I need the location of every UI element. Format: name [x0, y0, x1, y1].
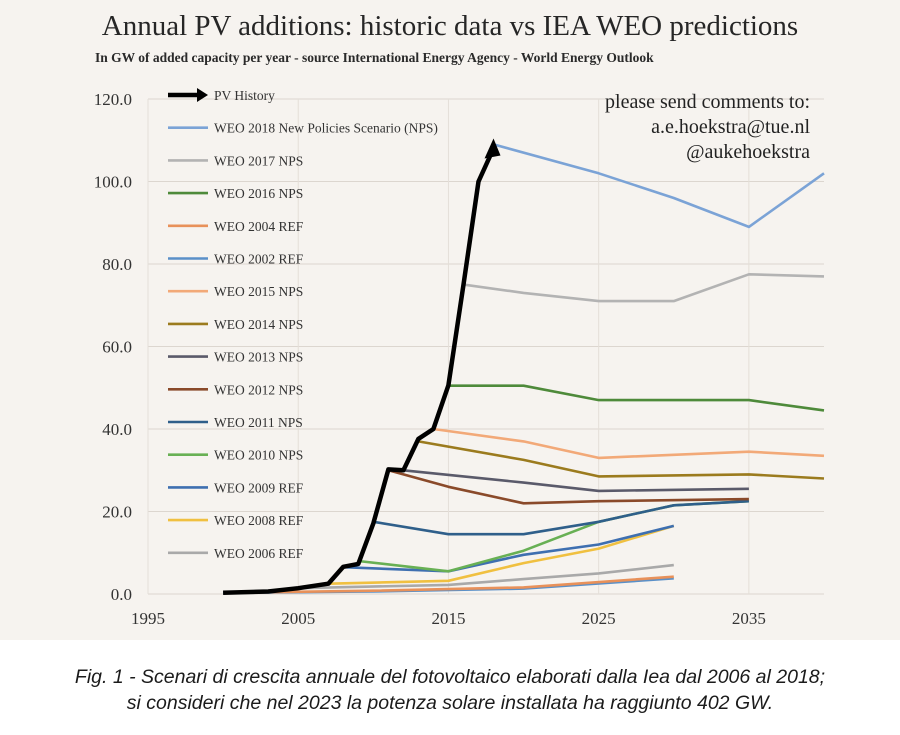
legend-arrow-icon	[197, 88, 208, 102]
x-tick-label: 2035	[732, 609, 766, 628]
series-line-weo-2014-nps	[418, 440, 825, 480]
y-axis-ticks: 0.0 20.0 40.0 60.0 80.0 100.0 120.0	[94, 90, 132, 604]
x-tick-label: 1995	[131, 609, 165, 628]
caption-line-2: si consideri che nel 2023 la potenza sol…	[126, 692, 774, 714]
series-line-weo-2017-nps	[463, 272, 825, 303]
y-tick-label: 80.0	[102, 255, 132, 274]
legend-label: WEO 2002 REF	[214, 252, 304, 267]
chart-title: Annual PV additions: historic data vs IE…	[101, 10, 799, 42]
series-line-weo-2004-ref	[253, 575, 674, 594]
chart-frame: Annual PV additions: historic data vs IE…	[0, 0, 900, 640]
series-line-weo-2008-ref	[328, 524, 675, 585]
y-tick-label: 20.0	[102, 503, 132, 522]
series-line-weo-2012-nps	[388, 469, 749, 505]
contact-note: please send comments to: a.e.hoekstra@tu…	[490, 90, 810, 165]
legend-label: WEO 2015 NPS	[214, 284, 303, 299]
legend-label: WEO 2018 New Policies Scenario (NPS)	[214, 121, 438, 136]
x-tick-label: 2005	[281, 609, 315, 628]
contact-handle: @aukehoekstra	[686, 141, 810, 163]
series-line-weo-2018-new-policies-scenario-nps	[493, 143, 825, 229]
history-arrowhead	[484, 138, 501, 159]
series-line-weo-2011-nps	[373, 499, 749, 536]
legend-label: WEO 2017 NPS	[214, 153, 303, 168]
x-tick-label: 2015	[431, 609, 465, 628]
series-line-weo-2013-nps	[403, 469, 749, 493]
history-series	[223, 138, 501, 596]
caption-line-1: Fig. 1 - Scenari di crescita annuale del…	[74, 666, 826, 688]
y-tick-label: 120.0	[94, 90, 132, 109]
series-line-weo-2006-ref	[298, 563, 674, 590]
legend-label: WEO 2008 REF	[214, 513, 304, 528]
legend-label: WEO 2006 REF	[214, 546, 304, 561]
series-line-weo-2016-nps	[448, 384, 825, 412]
legend-label: WEO 2011 NPS	[214, 415, 303, 430]
forecast-series	[223, 143, 825, 595]
legend-label: WEO 2009 REF	[214, 480, 304, 495]
x-tick-label: 2025	[582, 609, 616, 628]
series-line-weo-2015-nps	[433, 427, 825, 460]
legend-label: WEO 2012 NPS	[214, 382, 303, 397]
contact-email: a.e.hoekstra@tue.nl	[651, 116, 810, 138]
line-chart: 0.0 20.0 40.0 60.0 80.0 100.0 120.0 1995 2005 20…	[94, 88, 825, 628]
figure-caption: Fig. 1 - Scenari di crescita annuale del…	[0, 664, 900, 716]
y-tick-label: 0.0	[111, 585, 132, 604]
legend-label: WEO 2016 NPS	[214, 186, 303, 201]
series-line-pv-history	[223, 147, 496, 596]
x-axis-ticks: 1995 2005 2015 2025 2035	[131, 609, 766, 628]
gridlines	[147, 98, 824, 595]
legend-label: WEO 2010 NPS	[214, 448, 303, 463]
series-line-weo-2009-ref	[343, 524, 675, 573]
legend-label: WEO 2004 REF	[214, 219, 304, 234]
legend: PV History WEO 2018 New Policies Scenario…	[168, 88, 438, 561]
chart-subtitle: In GW of added capacity per year - sourc…	[95, 50, 654, 65]
legend-label: PV History	[214, 88, 275, 103]
y-tick-label: 40.0	[102, 420, 132, 439]
y-tick-label: 60.0	[102, 338, 132, 357]
legend-label: WEO 2014 NPS	[214, 317, 303, 332]
legend-label: WEO 2013 NPS	[214, 350, 303, 365]
y-tick-label: 100.0	[94, 173, 132, 192]
contact-line: please send comments to:	[605, 91, 810, 113]
